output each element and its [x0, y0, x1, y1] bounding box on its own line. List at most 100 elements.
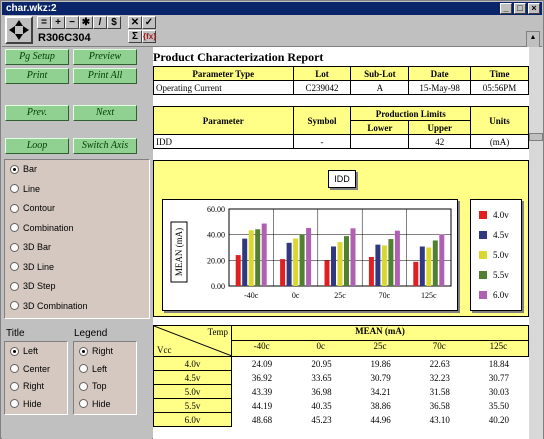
minimize-button[interactable]: _ — [500, 3, 512, 14]
table-row: 6.0v 48.68 45.23 44.96 43.10 40.20 — [153, 412, 529, 427]
data-cell: 35.50 — [469, 398, 529, 413]
radio-label: 3D Line — [23, 261, 55, 272]
y-tick-label: 60.00 — [207, 205, 225, 214]
bar-6-0v — [439, 234, 445, 286]
equals-icon[interactable]: = — [37, 16, 51, 29]
bar-5-5v — [344, 236, 349, 286]
radio-option[interactable]: 3D Line — [10, 262, 54, 272]
x-tick-label: 125c — [421, 291, 437, 300]
bar-4-5v — [419, 246, 425, 286]
navigation-pad[interactable] — [5, 16, 33, 44]
radio-option[interactable]: 3D Bar — [10, 242, 51, 252]
radio-button[interactable] — [10, 262, 19, 271]
prev-button[interactable]: Prev. — [5, 105, 69, 121]
plus-icon[interactable]: + — [51, 16, 65, 29]
upper-header: Upper — [408, 120, 472, 135]
check-icon[interactable]: ✓ — [142, 16, 156, 29]
y-tick-label: 0.00 — [211, 282, 225, 291]
radio-button[interactable] — [10, 203, 19, 213]
data-cell: 43.10 — [410, 412, 470, 427]
radio-button[interactable] — [79, 381, 88, 391]
bar-4-0v — [280, 259, 286, 286]
scroll-thumb[interactable] — [529, 133, 543, 141]
chart-type-group: Bar Line Contour Combination 3D Bar 3D Line 3D… — [4, 159, 150, 319]
radio-option[interactable]: Combination — [10, 223, 74, 233]
preview-button[interactable]: Preview — [73, 49, 137, 65]
radio-button[interactable] — [10, 184, 19, 193]
bar-6-0v — [306, 227, 312, 286]
radio-option[interactable]: 3D Combination — [10, 301, 88, 311]
print-button[interactable]: Print — [5, 68, 69, 84]
radio-label: Hide — [23, 398, 42, 409]
radio-option[interactable]: Left — [10, 346, 38, 356]
fx-icon[interactable]: {fx} — [142, 30, 157, 43]
radio-option[interactable]: Hide — [10, 399, 42, 409]
vertical-scrollbar[interactable] — [529, 47, 543, 439]
radio-button[interactable] — [10, 164, 19, 174]
vcc-cell: 4.0v — [153, 356, 232, 371]
radio-label: Top — [92, 381, 107, 391]
radio-label: Right — [92, 346, 114, 356]
radio-button[interactable] — [10, 242, 19, 252]
radio-option[interactable]: Center — [10, 364, 50, 374]
radio-option[interactable]: 3D Step — [10, 281, 56, 291]
radio-button[interactable] — [79, 399, 88, 408]
header-col: Date — [408, 66, 472, 81]
report-title: Product Characterization Report — [153, 50, 324, 64]
x-tick-label: 25c — [334, 291, 346, 300]
data-cell: 43.39 — [231, 384, 292, 399]
data-cell: 32.23 — [410, 370, 470, 385]
data-cell: 20.95 — [291, 356, 352, 371]
data-cell: 30.79 — [351, 370, 411, 385]
dollar-icon[interactable]: $ — [107, 16, 121, 29]
data-cell: 33.65 — [291, 370, 352, 385]
window-titlebar[interactable]: char.wkz:2 _ □ × — [2, 2, 542, 15]
radio-label: Contour — [23, 203, 56, 213]
legend-swatch — [479, 291, 487, 299]
close-button[interactable]: × — [528, 3, 540, 14]
radio-button[interactable] — [79, 364, 88, 373]
print-all-button[interactable]: Print All — [73, 68, 137, 84]
radio-option[interactable]: Bar — [10, 164, 37, 174]
document-name: R306C304 — [38, 32, 91, 44]
table-row: 5.5v 44.19 40.35 38.86 36.58 35.50 — [153, 398, 529, 413]
pg-setup-button[interactable]: Pg Setup — [5, 49, 69, 65]
symbol-header: Symbol — [292, 106, 352, 135]
close-x-icon[interactable]: ✕ — [128, 16, 142, 29]
next-button[interactable]: Next — [73, 105, 137, 121]
legend-options-group: Right Left Top Hide — [73, 341, 137, 415]
radio-option[interactable]: Right — [10, 381, 44, 391]
bar-6-0v — [394, 230, 400, 286]
temp-vcc-header: Temp Vcc — [153, 325, 232, 357]
sigma-icon[interactable]: Σ — [128, 30, 142, 43]
radio-option[interactable]: Contour — [10, 203, 55, 213]
vcc-cell: 5.5v — [153, 398, 232, 413]
data-cell: 30.77 — [469, 370, 529, 385]
maximize-button[interactable]: □ — [514, 3, 526, 14]
radio-option[interactable]: Right — [79, 346, 113, 356]
radio-option[interactable]: Hide — [79, 399, 111, 409]
temp-col-header: 25c — [373, 341, 387, 351]
radio-button[interactable] — [10, 223, 19, 232]
radio-button[interactable] — [79, 346, 88, 356]
radio-button[interactable] — [10, 399, 19, 408]
header-cell: 15-May-98 — [408, 80, 472, 95]
units-cell: (mA) — [470, 134, 529, 149]
bar-6-0v — [350, 228, 356, 286]
switch-axis-button[interactable]: Switch Axis — [73, 138, 137, 154]
asterisk-icon[interactable]: ✱ — [79, 16, 93, 29]
radio-button[interactable] — [10, 381, 19, 391]
loop-button[interactable]: Loop — [5, 138, 69, 154]
radio-button[interactable] — [10, 364, 19, 373]
units-header: Units — [470, 106, 529, 135]
radio-option[interactable]: Line — [10, 184, 40, 194]
radio-option[interactable]: Left — [79, 364, 107, 374]
minus-icon[interactable]: − — [65, 16, 79, 29]
radio-button[interactable] — [10, 346, 19, 356]
radio-button[interactable] — [10, 301, 19, 310]
slash-icon[interactable]: / — [93, 16, 107, 29]
radio-button[interactable] — [10, 281, 19, 291]
data-cell: 34.21 — [351, 384, 411, 399]
radio-option[interactable]: Top — [79, 381, 107, 391]
mean-header: MEAN (mA) -40c 0c 25c 70c 125c — [231, 325, 529, 357]
